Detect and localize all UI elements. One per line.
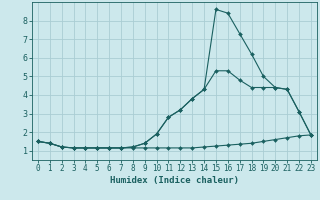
X-axis label: Humidex (Indice chaleur): Humidex (Indice chaleur) bbox=[110, 176, 239, 185]
